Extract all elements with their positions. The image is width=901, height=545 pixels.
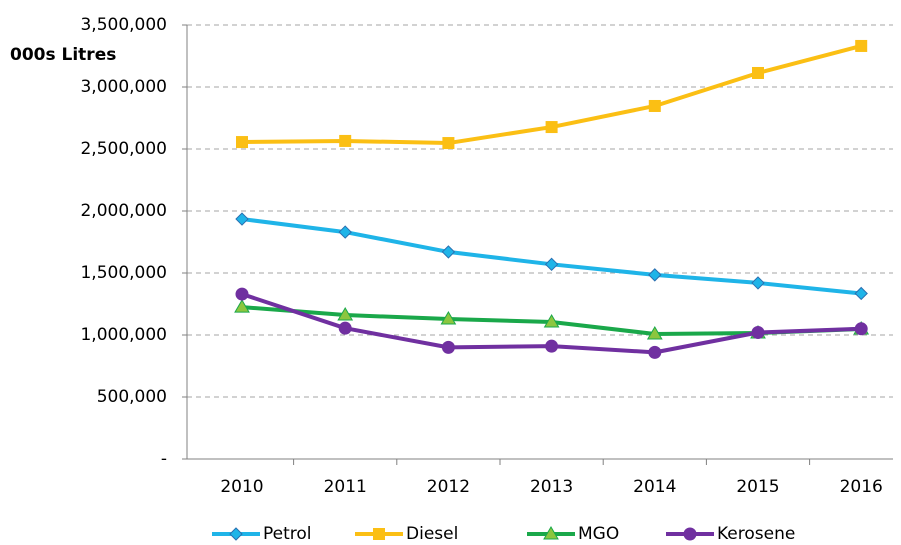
legend-marker [543,526,559,540]
y-tick-label: 1,500,000 [80,263,167,283]
legend-label: Diesel [406,524,458,544]
legend-marker [373,528,385,540]
point [751,276,765,290]
point [854,286,868,301]
point [544,257,559,272]
point [235,287,249,301]
point [751,326,765,340]
y-tick-label: 1,000,000 [80,325,167,345]
point [545,121,558,134]
legend-marker [229,527,243,541]
point [440,311,457,325]
x-tick-label: 2014 [633,477,676,497]
y-tick-label: 2,500,000 [80,139,167,159]
point [338,321,352,335]
point [339,134,352,147]
y-tick-label: 3,000,000 [80,77,167,97]
point [236,136,248,149]
point [338,225,352,239]
y-tick-label: - [161,449,167,469]
x-tick-label: 2012 [427,477,470,497]
y-tick-label: 3,500,000 [80,15,167,35]
y-tick-label: 2,000,000 [80,201,167,221]
point [752,66,764,79]
point [648,268,662,282]
point [648,99,661,112]
x-tick-label: 2016 [840,477,883,497]
point [235,212,249,226]
x-tick-label: 2011 [324,477,367,497]
legend-label: Petrol [263,524,312,544]
point [441,340,455,354]
point [855,39,868,52]
x-tick-label: 2015 [736,477,779,497]
point [543,313,560,328]
point [648,345,662,359]
legend-label: MGO [578,524,619,544]
point [442,137,455,150]
x-tick-label: 2013 [530,477,573,497]
point [337,307,354,321]
y-tick-label: 500,000 [97,387,167,407]
x-tick-label: 2010 [220,477,263,497]
point [545,339,559,353]
legend-label: Kerosene [717,524,795,544]
point [234,299,250,313]
series-line [241,217,862,296]
y-axis-label: 000s Litres [10,45,116,65]
point [854,322,868,336]
point [441,245,456,259]
point [646,326,663,340]
legend-marker [683,527,697,541]
